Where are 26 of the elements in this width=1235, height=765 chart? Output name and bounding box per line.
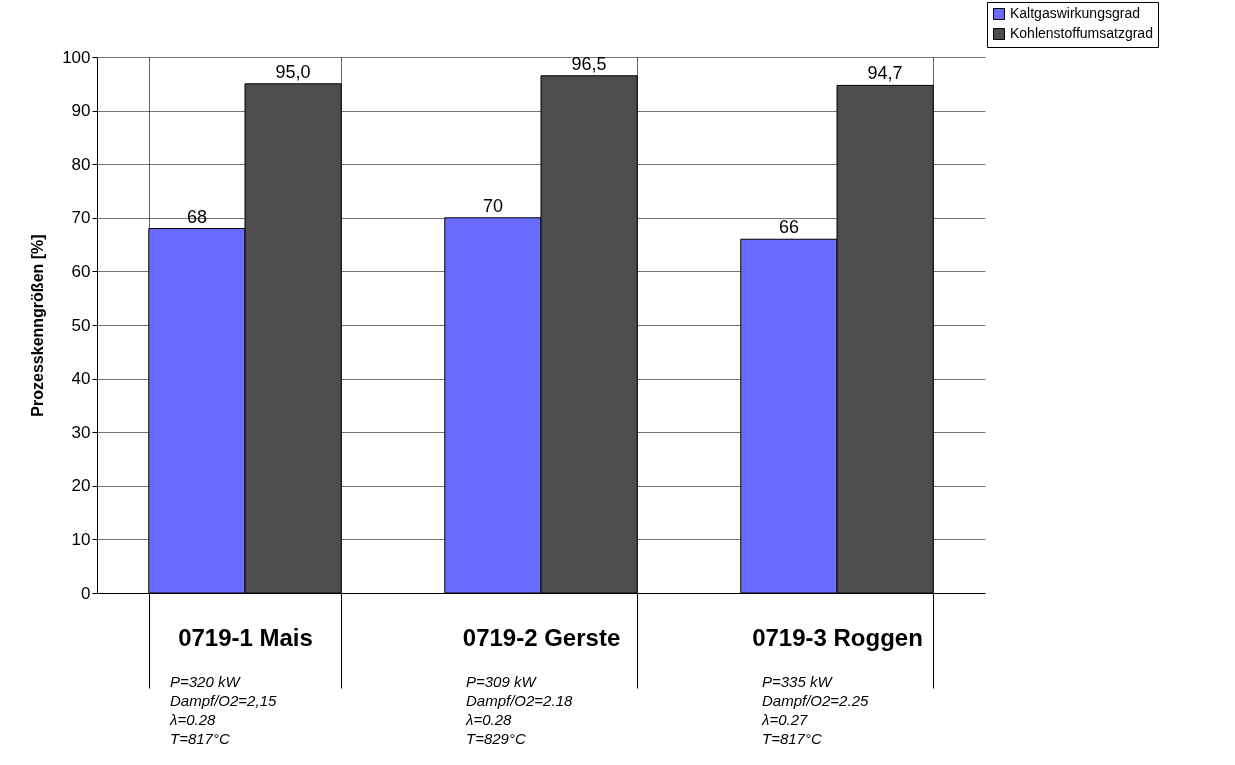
data-label: 94,7	[867, 63, 903, 84]
y-tick-label: 70	[71, 208, 91, 228]
text: P=309 kW Dampf/O2=2.18 λ=0.28 T=829°C	[465, 673, 573, 747]
y-tick-label: 20	[71, 476, 91, 496]
legend-label: Kohlenstoffumsatzgrad	[1010, 25, 1153, 41]
y-tick-label: 100	[62, 47, 91, 67]
y-tick-label: 40	[71, 369, 91, 389]
y-tick-label: 90	[71, 101, 91, 121]
text: P=320 kW Dampf/O2=2,15 λ=0.28 T=817°C	[169, 673, 277, 747]
x-tick-label: 0719-2 Gerste	[462, 623, 621, 651]
data-label: 68	[186, 206, 207, 227]
text: P=335 kW Dampf/O2=2.25 λ=0.27 T=817°C	[761, 673, 869, 747]
y-tick-label: 60	[71, 261, 91, 281]
data-label: 96,5	[571, 53, 607, 74]
y-tick-label: 50	[71, 315, 91, 335]
data-label: 70	[482, 195, 503, 216]
legend-label: Kaltgaswirkungsgrad	[1010, 5, 1140, 21]
y-tick-label: 30	[71, 422, 91, 442]
y-tick-label: 0	[81, 583, 91, 603]
data-label: 66	[778, 217, 799, 238]
y-tick-label: 80	[71, 154, 91, 174]
data-label: 95,0	[275, 61, 311, 82]
y-axis-title: Prozesskenngrößen [%]	[29, 234, 47, 417]
y-tick-label: 10	[71, 529, 91, 549]
x-tick-label: 0719-1 Mais	[178, 623, 313, 651]
x-tick-label: 0719-3 Roggen	[752, 623, 923, 651]
